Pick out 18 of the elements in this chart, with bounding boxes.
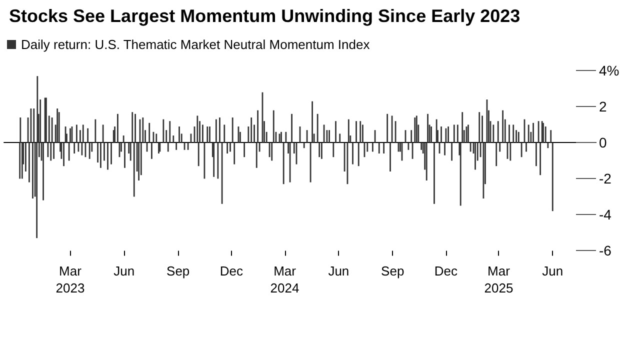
y-tick-label: -6 — [599, 242, 612, 259]
x-tick-label: Dec — [434, 264, 458, 279]
x-tick-label: Mar 2024 — [270, 264, 300, 296]
x-tick-label: Jun — [542, 264, 564, 279]
x-tick-label: Mar 2025 — [484, 264, 514, 296]
x-tick-label: Mar 2023 — [56, 264, 85, 296]
legend-label: Daily return: U.S. Thematic Market Neutral Momentum Index — [21, 37, 370, 52]
x-tick-label: Jun — [114, 264, 135, 279]
x-tick-label: Sep — [381, 264, 404, 279]
x-tick-label: Sep — [166, 264, 190, 279]
chart-title: Stocks See Largest Momentum Unwinding Since Early 2023 — [9, 6, 520, 26]
y-tick-label: -4 — [599, 206, 612, 223]
x-tick-label: Jun — [328, 264, 350, 279]
y-tick-label: 2 — [599, 98, 607, 115]
y-tick-label: 0 — [599, 134, 607, 151]
x-tick-label: Dec — [220, 264, 244, 279]
y-tick-label: -2 — [599, 170, 612, 187]
y-tick-label: 4% — [599, 62, 620, 79]
